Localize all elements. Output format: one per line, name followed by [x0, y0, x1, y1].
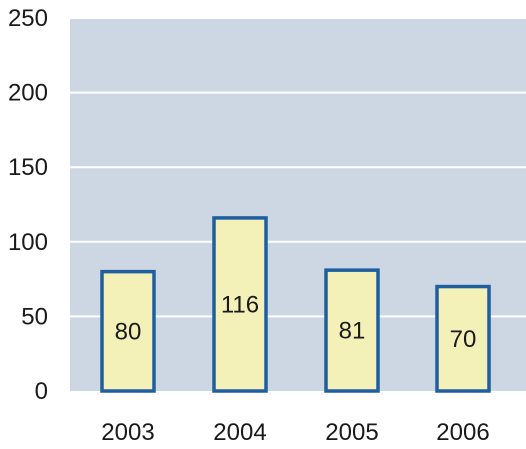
x-category-label: 2005: [325, 419, 378, 446]
bar-value-label: 70: [450, 326, 477, 353]
y-tick-label: 50: [21, 303, 48, 330]
bar-2006: [435, 284, 491, 393]
bar-value-label: 80: [115, 318, 142, 345]
bar-2004: [212, 216, 268, 393]
y-tick-label: 100: [8, 229, 48, 256]
y-tick-label: 150: [8, 154, 48, 181]
bar-2005: [324, 268, 380, 393]
bars: 80 116 81 70: [100, 216, 491, 393]
bar-value-label: 81: [339, 318, 366, 345]
x-category-label: 2003: [101, 419, 154, 446]
y-axis-tick-labels: 0 50 100 150 200 250: [8, 5, 48, 405]
x-axis-category-labels: 2003 2004 2005 2006: [101, 419, 489, 446]
bar-2003: [100, 269, 156, 393]
y-tick-label: 250: [8, 5, 48, 32]
x-category-label: 2006: [436, 419, 489, 446]
y-tick-label: 200: [8, 80, 48, 107]
bar-value-label: 116: [221, 291, 259, 318]
x-category-label: 2004: [213, 419, 266, 446]
y-tick-label: 0: [35, 378, 48, 405]
